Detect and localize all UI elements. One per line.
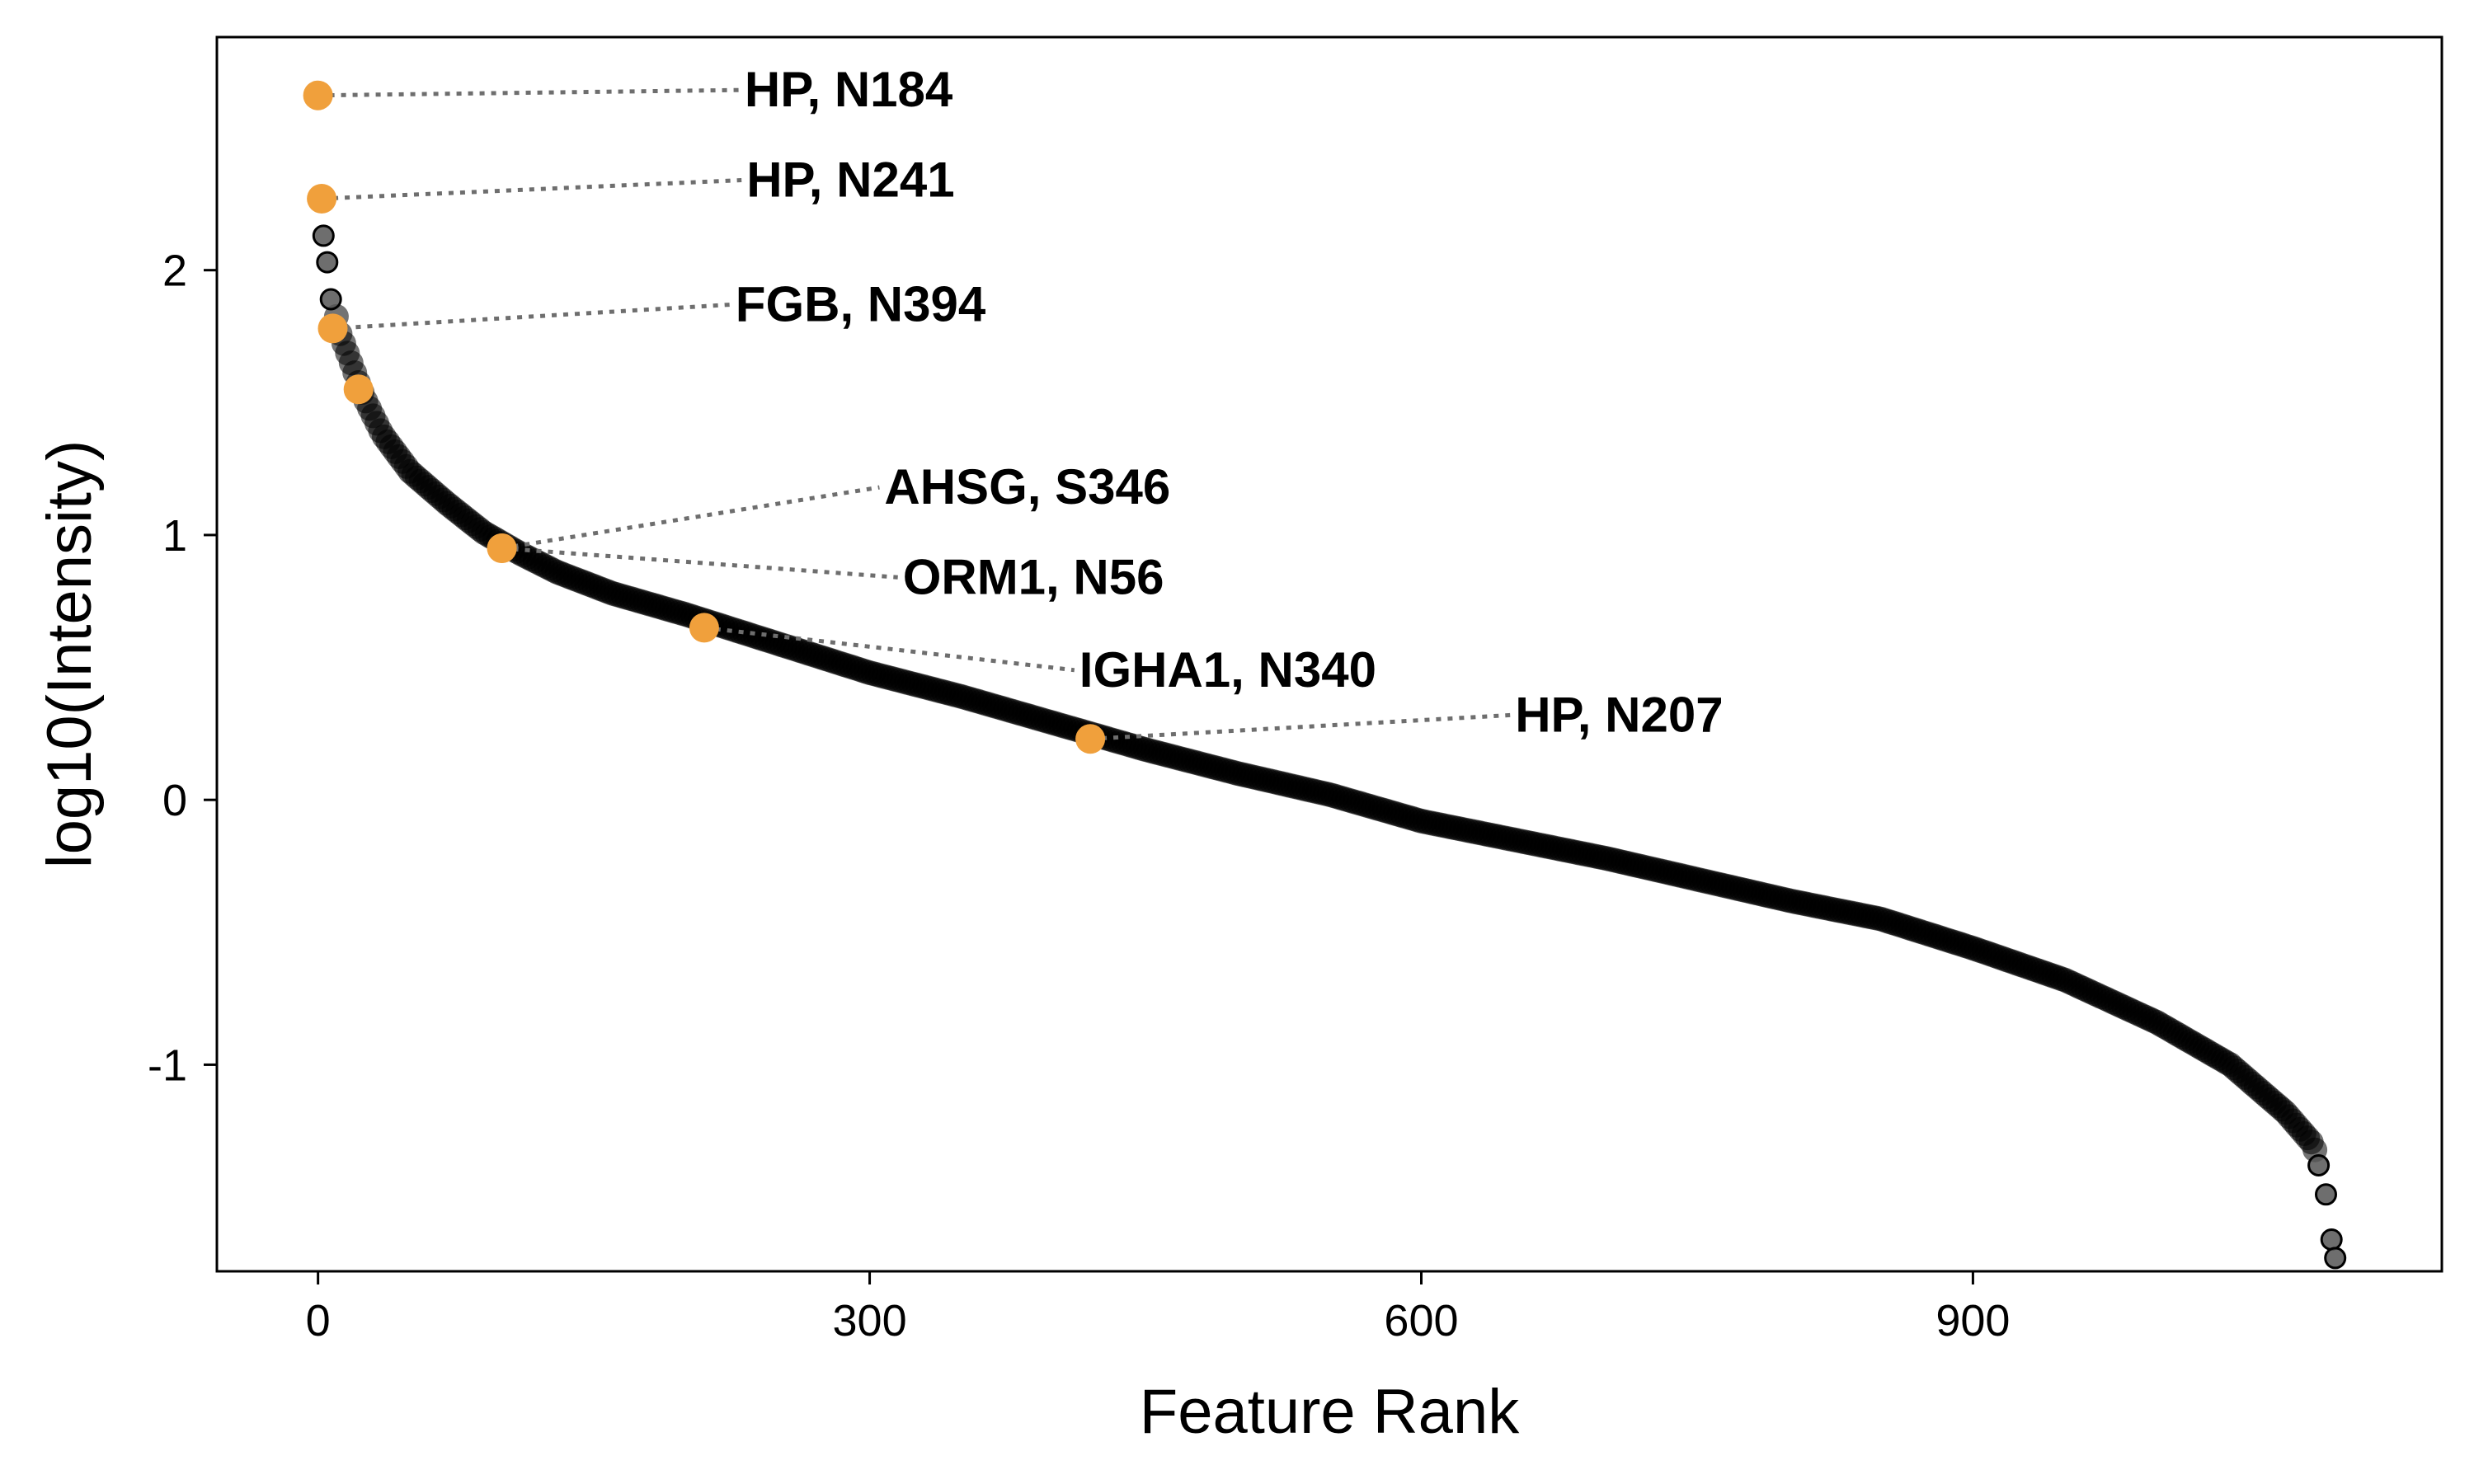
leader-line: [1089, 712, 1511, 741]
annotation-label: IGHA1, N340: [1079, 642, 1376, 697]
y-tick-label: 1: [162, 511, 187, 561]
data-point: [2315, 1183, 2337, 1206]
highlight-point: [307, 184, 337, 214]
highlight-point: [1075, 724, 1106, 754]
x-tick-label: 0: [306, 1296, 331, 1345]
y-tick-label: 0: [162, 776, 187, 825]
y-tick-label: 2: [162, 247, 187, 296]
y-axis-title: log10(Intensity): [35, 440, 105, 869]
highlighted-points: [303, 80, 1106, 754]
leader-line: [321, 178, 742, 201]
annotation-labels: HP, N184 HP, N241 FGB, N394 AHSG, S346 ORM1,…: [736, 62, 1724, 742]
data-point: [312, 224, 335, 247]
annotation-label: FGB, N394: [736, 277, 986, 332]
leader-line: [703, 625, 1075, 673]
annotation-label: AHSG, S346: [884, 459, 1170, 514]
x-tick-label: 300: [833, 1296, 907, 1345]
annotation-label: HP, N207: [1515, 687, 1723, 742]
highlight-point: [303, 80, 333, 110]
highlight-point: [689, 613, 719, 643]
leader-line: [501, 485, 880, 551]
highlight-point: [317, 313, 348, 344]
leader-line: [501, 546, 898, 580]
x-tick-label: 900: [1935, 1296, 2010, 1345]
annotation-label: ORM1, N56: [903, 549, 1164, 604]
plot-frame: [215, 35, 2443, 1273]
data-point: [319, 288, 342, 311]
annotation-label: HP, N184: [745, 62, 953, 117]
highlight-point: [487, 533, 517, 563]
annotation-label: HP, N241: [746, 153, 954, 208]
data-point: [2307, 1154, 2331, 1176]
y-tick-label: -1: [148, 1040, 187, 1090]
data-point: [2320, 1228, 2343, 1251]
x-tick-label: 600: [1384, 1296, 1458, 1345]
points-layer: [312, 224, 2347, 1270]
leader-lines: [317, 87, 1511, 741]
axis-ticks: 0 300 600 900 -1 0 1 2: [148, 247, 2010, 1345]
x-axis-title: Feature Rank: [1140, 1377, 1520, 1447]
highlight-point: [343, 374, 374, 405]
data-point: [2324, 1247, 2347, 1270]
data-point: [316, 251, 339, 274]
leader-line: [332, 303, 731, 331]
leader-line: [317, 87, 740, 98]
